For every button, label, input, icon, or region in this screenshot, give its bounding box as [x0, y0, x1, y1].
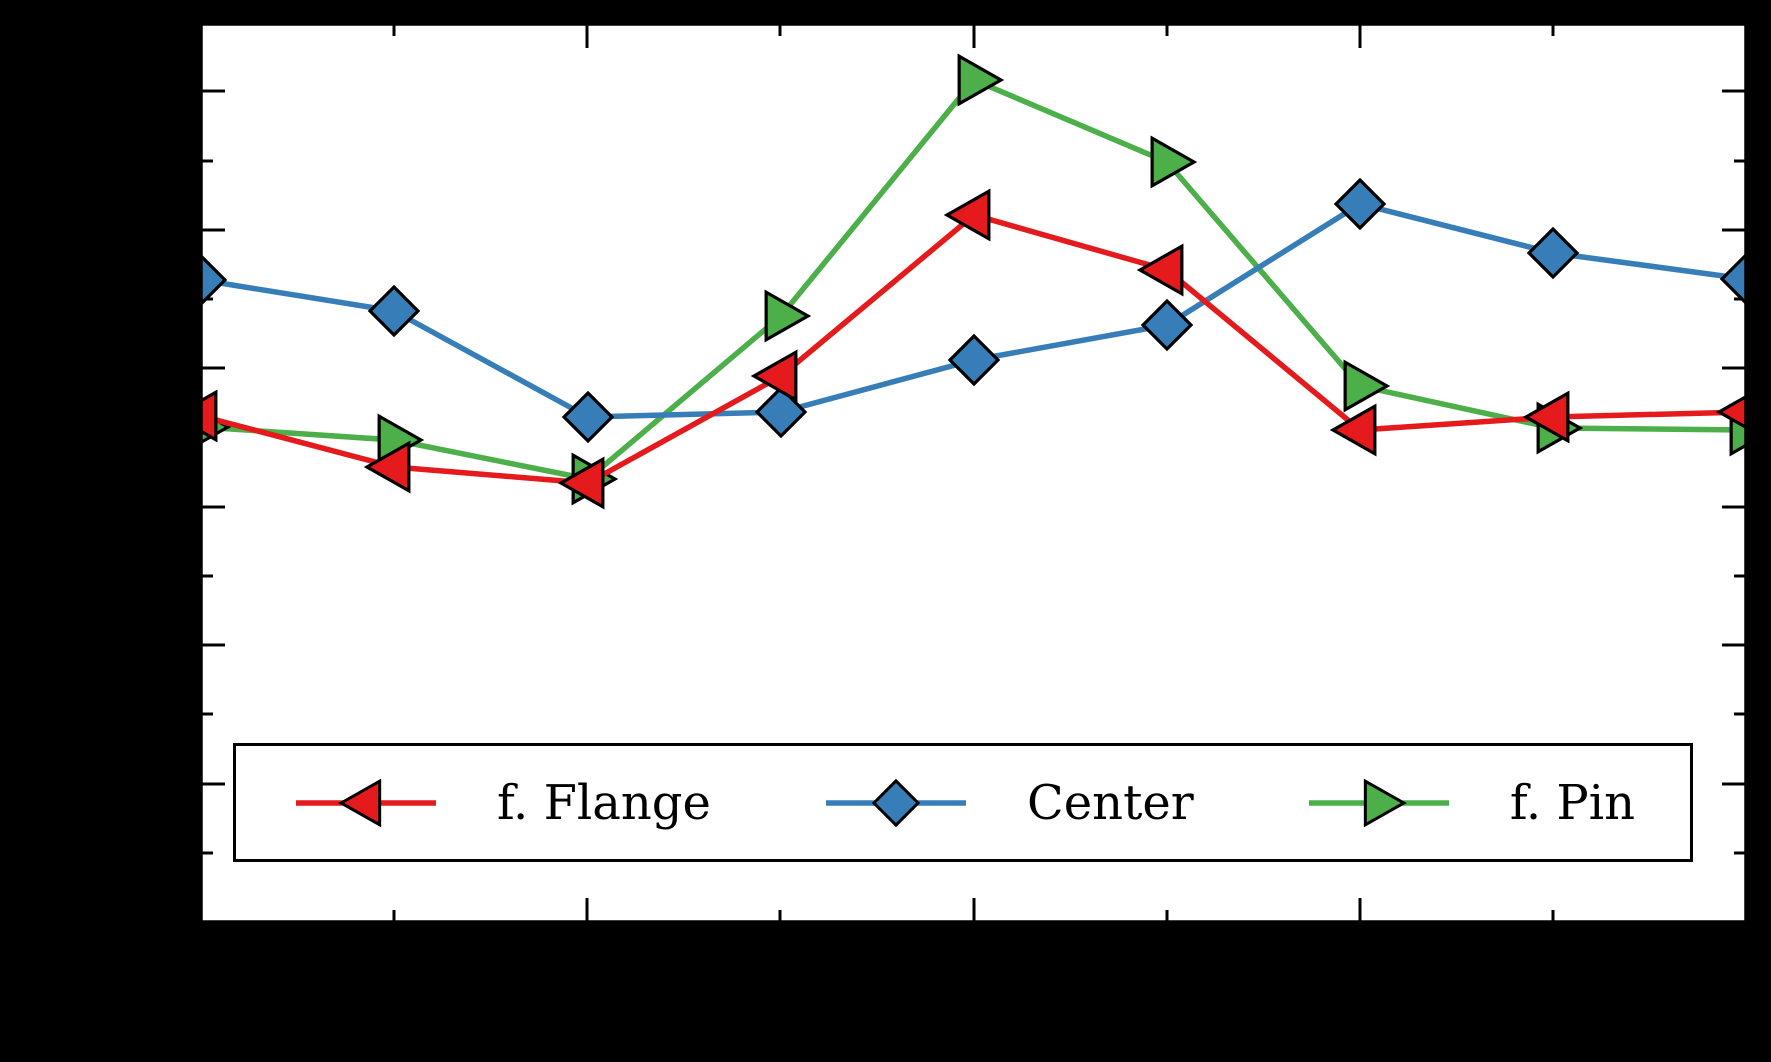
diamond-marker-icon: [754, 385, 808, 439]
legend-label-center: Center: [1027, 774, 1194, 831]
triangle-left-marker-icon: [1715, 394, 1746, 430]
legend-item-center: Center: [821, 775, 1194, 831]
legend-label-f-pin: f. Pin: [1509, 774, 1635, 831]
diamond-marker-icon: [367, 284, 421, 338]
diamond-marker-icon: [1333, 177, 1387, 231]
legend-item-f-pin: f. Pin: [1304, 775, 1635, 831]
diamond-marker-icon: [201, 253, 228, 307]
legend-swatch-center-icon: [826, 778, 967, 827]
axes-frame: [199, 22, 1748, 924]
legend-swatch-f-pin-icon: [1308, 778, 1449, 827]
triangle-left-marker-icon: [750, 349, 798, 403]
triangle-left-marker-icon: [1522, 390, 1570, 444]
legend-item-f-flange: f. Flange: [291, 775, 711, 831]
legend-label-f-flange: f. Flange: [497, 774, 711, 831]
legend: f. Flange Center f. Pin: [233, 743, 1693, 862]
triangle-right-marker-icon: [1343, 359, 1391, 413]
triangle-right-marker-icon: [1150, 135, 1198, 189]
triangle-right-marker-icon: [957, 53, 1005, 107]
triangle-right-marker-icon: [764, 289, 812, 343]
triangle-left-marker-icon: [201, 389, 218, 443]
diamond-marker-icon: [1526, 226, 1580, 280]
series-layer: [201, 53, 1746, 510]
legend-swatch-f-flange-icon: [296, 778, 436, 827]
series-f-flange: [201, 188, 1746, 510]
triangle-left-marker-icon: [1329, 403, 1377, 457]
axis-ticks: [201, 24, 1746, 922]
triangle-left-marker-icon: [943, 188, 991, 242]
series-center: [201, 177, 1746, 444]
triangle-left-marker-icon: [557, 456, 605, 510]
diamond-marker-icon: [1719, 252, 1746, 306]
diamond-marker-icon: [947, 333, 1001, 387]
triangle-left-marker-icon: [1136, 243, 1184, 297]
triangle-left-marker-icon: [363, 440, 411, 494]
diamond-marker-icon: [1140, 298, 1194, 352]
diamond-marker-icon: [561, 390, 615, 444]
